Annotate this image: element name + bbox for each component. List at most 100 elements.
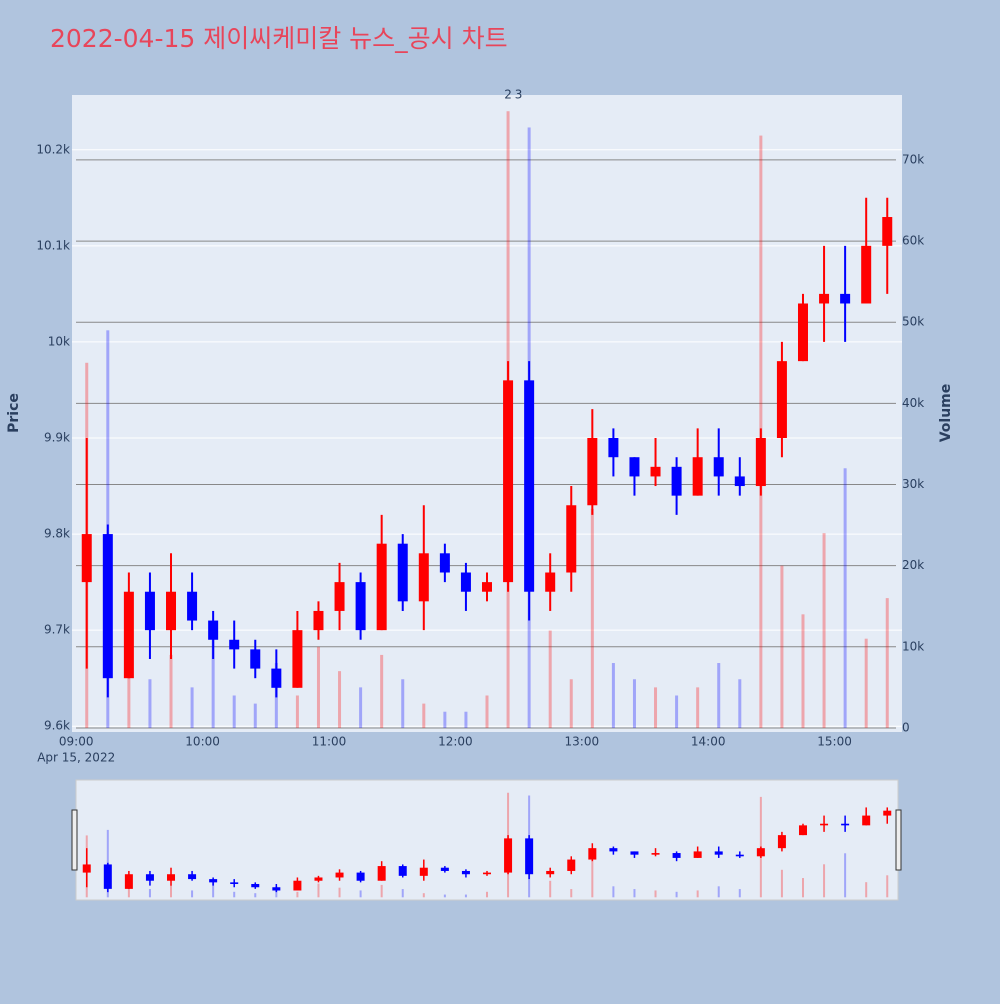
slider-candle-body	[525, 838, 534, 875]
candle-body	[713, 457, 724, 477]
slider-candle-body	[651, 853, 660, 855]
slider-volume-bar	[212, 882, 215, 898]
slider-volume-bar	[844, 853, 847, 898]
candle-body	[882, 217, 893, 246]
slider-candle-body	[293, 880, 302, 891]
candle-body	[208, 620, 219, 640]
slider-volume-bar	[717, 886, 720, 898]
candle-body	[418, 553, 429, 602]
slider-volume-bar	[359, 890, 362, 898]
slider-candle-body	[714, 851, 723, 855]
slider-volume-bar	[549, 880, 552, 898]
annotation: 2	[504, 88, 512, 102]
y-tick-label: 9.6k	[44, 719, 70, 733]
annotation: 3	[515, 88, 523, 102]
candle-body	[734, 476, 745, 487]
candle-body	[313, 610, 324, 631]
chart-title: 2022-04-15 제이씨케미칼 뉴스_공시 차트	[50, 24, 508, 53]
slider-volume-bar	[633, 889, 636, 898]
candle-body	[776, 361, 787, 438]
slider-candle-body	[103, 864, 112, 889]
candle-body	[102, 534, 113, 679]
volume-bar	[190, 687, 194, 728]
candle-body	[797, 303, 808, 362]
volume-bar	[675, 695, 679, 728]
volume-bar	[485, 695, 489, 728]
volume-bar	[401, 679, 405, 728]
slider-handle-right[interactable]	[895, 809, 902, 871]
y-tick-label: 10.1k	[36, 238, 70, 252]
slider-volume-bar	[127, 880, 130, 898]
volume-bar	[253, 703, 257, 728]
candle-body	[861, 245, 872, 304]
y2-tick-label: 50k	[902, 315, 924, 329]
slider-volume-bar	[338, 887, 341, 898]
volume-bar	[654, 687, 658, 728]
slider-volume-bar	[317, 883, 320, 898]
slider-candle-body	[167, 874, 176, 881]
volume-bar	[696, 687, 700, 728]
y-tick-label: 9.9k	[44, 431, 70, 445]
slider-candle-body	[461, 870, 470, 875]
slider-candle-body	[251, 883, 260, 888]
slider-volume-bar	[380, 884, 383, 898]
slider-volume-bar	[696, 890, 699, 898]
y2-tick-label: 0	[902, 720, 910, 734]
volume-bar	[127, 630, 131, 728]
slider-volume-bar	[170, 884, 173, 898]
slider-candle-body	[567, 859, 576, 871]
x-tick-label: 15:00	[817, 735, 852, 749]
y2-tick-label: 60k	[902, 234, 924, 248]
volume-bar	[864, 638, 868, 728]
candle-body	[271, 668, 282, 688]
slider-candle-body	[820, 823, 829, 826]
candle-body	[81, 534, 92, 583]
slider-candle-body	[314, 877, 323, 881]
slider-candle-body	[883, 810, 892, 816]
candle-body	[503, 380, 514, 583]
x-tick-label: 09:00	[59, 735, 94, 749]
x-tick-label: 13:00	[565, 735, 600, 749]
slider-volume-bar	[464, 894, 467, 898]
x-tick-label: 11:00	[312, 735, 347, 749]
volume-bar	[295, 695, 299, 728]
candle-body	[482, 582, 492, 592]
slider-candle-body	[862, 815, 871, 826]
candle-body	[629, 457, 640, 477]
slider-candle-body	[230, 882, 239, 884]
slider-candle-body	[693, 851, 702, 858]
slider-candle-body	[609, 848, 618, 852]
slider-volume-bar	[675, 891, 678, 898]
range-slider[interactable]	[75, 779, 899, 901]
slider-volume-bar	[443, 894, 446, 898]
slider-volume-bar	[401, 889, 404, 898]
slider-candle-body	[630, 851, 639, 855]
slider-volume-bar	[780, 869, 783, 898]
slider-volume-bar	[865, 882, 868, 898]
candle-body	[439, 553, 450, 573]
slider-volume-bar	[486, 891, 488, 898]
slider-volume-bar	[254, 893, 257, 898]
volume-bar	[338, 671, 342, 728]
slider-volume-bar	[570, 889, 573, 898]
candle-body	[397, 543, 408, 602]
candle-body	[187, 591, 198, 621]
y2-axis-title: Volume	[938, 384, 954, 443]
candle-body	[650, 466, 661, 477]
y-tick-label: 9.8k	[44, 527, 70, 541]
slider-candle-body	[188, 874, 197, 880]
volume-bar	[885, 598, 889, 728]
candle-body	[229, 639, 240, 650]
x-tick-label: 14:00	[691, 735, 726, 749]
volume-bar	[822, 533, 826, 728]
slider-candle-body	[672, 853, 681, 858]
candle-body	[819, 293, 830, 304]
slider-volume-bar	[612, 886, 615, 898]
volume-bar	[611, 663, 615, 728]
slider-handle-left[interactable]	[71, 809, 78, 871]
volume-bar	[738, 679, 742, 728]
volume-bar	[464, 711, 468, 728]
y2-tick-label: 40k	[902, 396, 924, 410]
slider-candle-body	[272, 887, 281, 891]
